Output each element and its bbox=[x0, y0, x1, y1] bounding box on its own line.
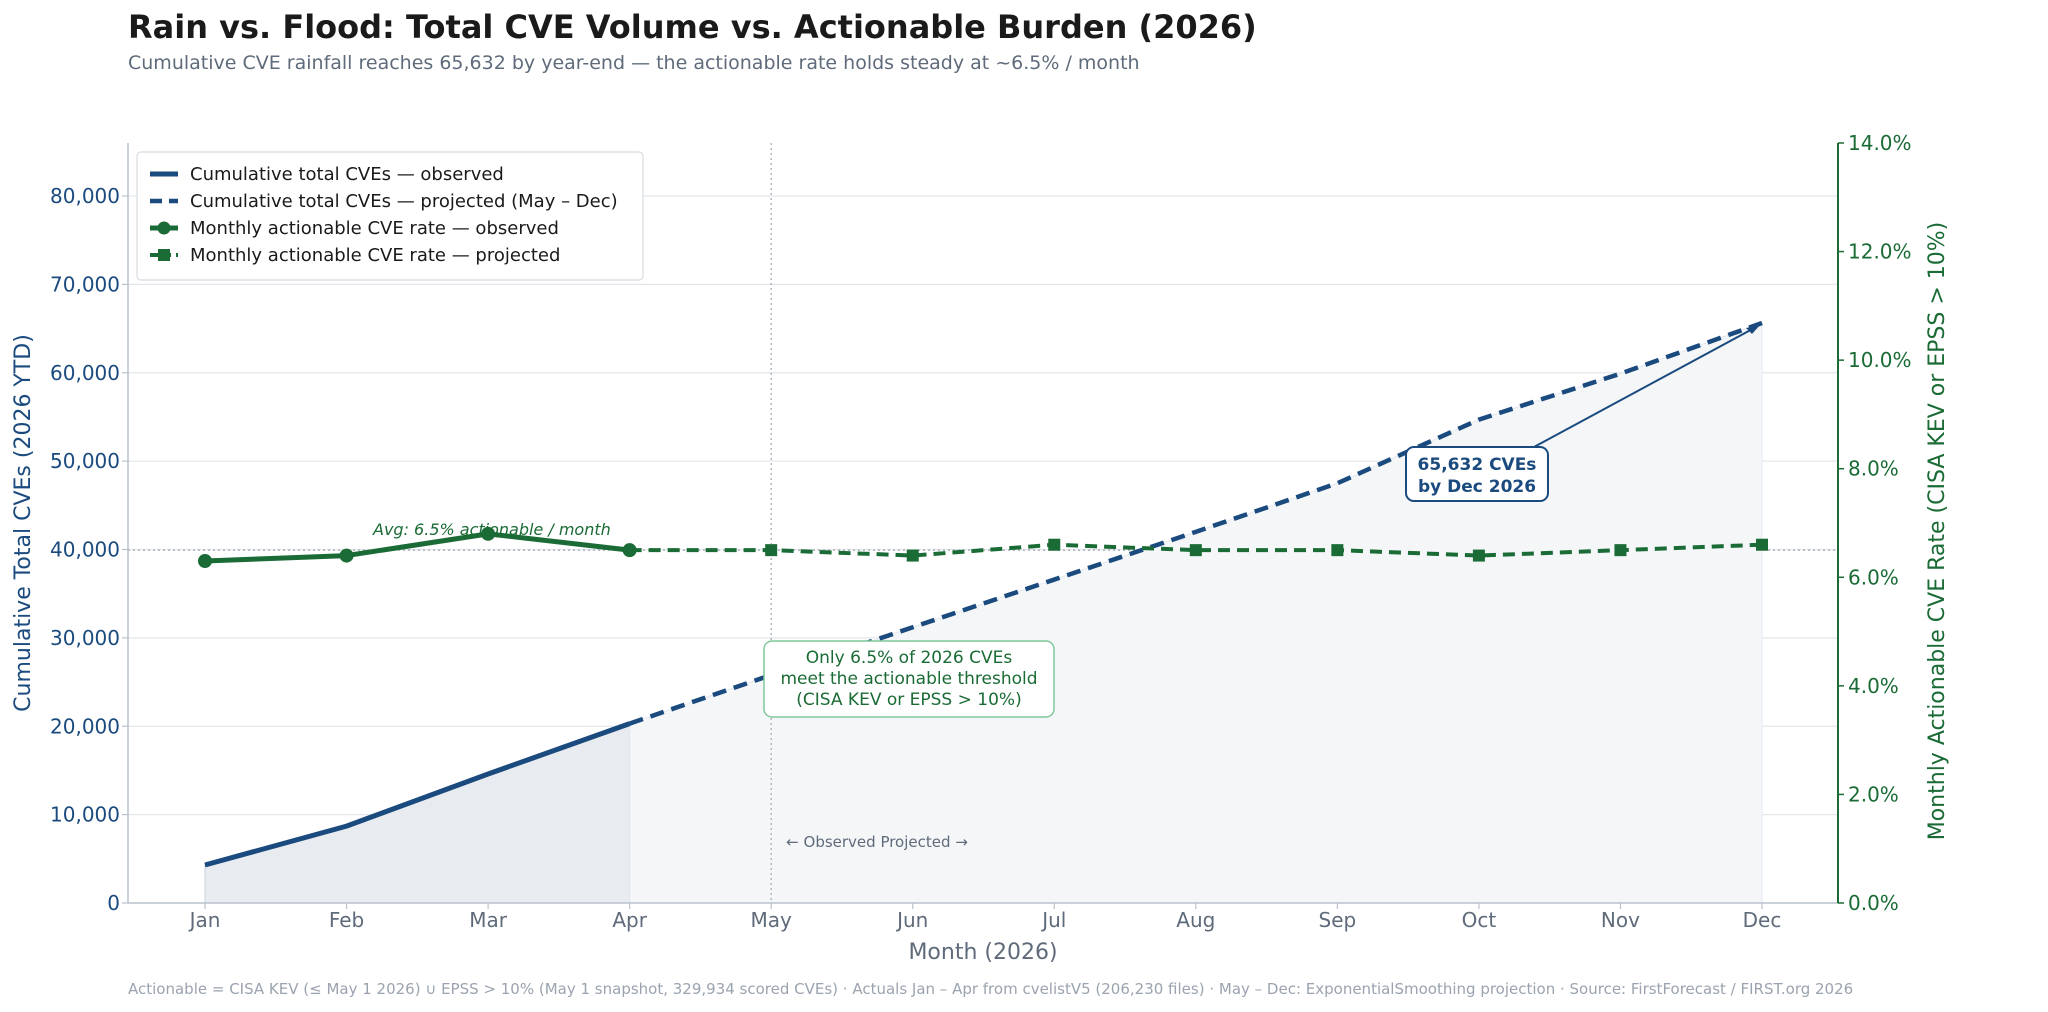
left-tick-label: 60,000 bbox=[50, 361, 120, 385]
rate-projected-point bbox=[1048, 538, 1061, 551]
rate-projected-point bbox=[1472, 549, 1485, 562]
right-axis-title: Monthly Actionable CVE Rate (CISA KEV or… bbox=[1925, 222, 1950, 841]
x-tick-label: May bbox=[751, 908, 793, 932]
total-annotation-text: 65,632 CVEs bbox=[1418, 455, 1537, 475]
rate-projected-point bbox=[1614, 544, 1627, 557]
share-annotation-text: (CISA KEV or EPSS > 10%) bbox=[796, 690, 1021, 710]
axes bbox=[127, 143, 1839, 904]
share-annotation-text: Only 6.5% of 2026 CVEs bbox=[806, 648, 1013, 668]
projected-area-fill bbox=[629, 322, 1763, 904]
right-tick-label: 2.0% bbox=[1848, 782, 1899, 806]
rate-observed-line bbox=[204, 531, 630, 564]
total-annotation-arrow bbox=[1533, 325, 1759, 448]
left-tick-label: 80,000 bbox=[50, 184, 120, 208]
right-tick-label: 0.0% bbox=[1848, 891, 1899, 915]
rate-projected-point bbox=[1756, 538, 1768, 551]
left-tick-label: 10,000 bbox=[50, 803, 120, 827]
rate-projected-point bbox=[1331, 544, 1344, 557]
x-tick-label: Oct bbox=[1462, 908, 1497, 932]
rate-observed-point bbox=[481, 526, 496, 541]
right-tick-label: 8.0% bbox=[1848, 457, 1899, 481]
footer-note: Actionable = CISA KEV (≤ May 1 2026) ∪ E… bbox=[128, 980, 1854, 998]
left-axis-title: Cumulative Total CVEs (2026 YTD) bbox=[11, 334, 36, 712]
legend-marker bbox=[158, 249, 170, 261]
observed-area-fill bbox=[204, 722, 631, 904]
rate-observed-point bbox=[622, 543, 637, 558]
x-tick-label: Jan bbox=[188, 908, 221, 932]
left-tick-label: 70,000 bbox=[50, 272, 120, 296]
share-annotation-box bbox=[763, 640, 1055, 718]
rate-projected-point bbox=[1189, 544, 1202, 557]
cumulative-observed-line bbox=[204, 721, 631, 868]
observed-projected-divider: ← Observed Projected → bbox=[770, 143, 968, 903]
tick-labels: 0 10,000 20,000 30,000 40,000 50,000 60,000 70,… bbox=[11, 131, 1950, 965]
x-tick-label: Nov bbox=[1601, 908, 1640, 932]
annotations: Avg: 6.5% actionable / month 65,632 CVEsb… bbox=[372, 324, 1760, 718]
chart-title: Rain vs. Flood: Total CVE Volume vs. Act… bbox=[128, 8, 1257, 46]
rate-observed-point bbox=[339, 548, 354, 563]
x-tick-label: Sep bbox=[1319, 908, 1357, 932]
share-annotation-text: meet the actionable threshold bbox=[780, 669, 1037, 689]
legend-label: Monthly actionable CVE rate — observed bbox=[190, 218, 559, 239]
left-tick-label: 0 bbox=[107, 891, 120, 915]
rate-observed-point bbox=[198, 554, 212, 568]
x-tick-label: Aug bbox=[1176, 908, 1215, 932]
legend-label: Cumulative total CVEs — projected (May –… bbox=[190, 191, 618, 212]
legend-marker bbox=[157, 221, 171, 235]
right-tick-label: 12.0% bbox=[1848, 240, 1912, 264]
average-label: Avg: 6.5% actionable / month bbox=[372, 520, 611, 539]
legend-label: Monthly actionable CVE rate — projected bbox=[190, 245, 560, 266]
divider-label: ← Observed Projected → bbox=[786, 833, 968, 851]
right-tick-label: 4.0% bbox=[1848, 674, 1899, 698]
legend-box bbox=[136, 151, 644, 281]
rate-projected-point bbox=[906, 549, 919, 562]
x-tick-label: Feb bbox=[329, 908, 364, 932]
total-annotation-arrowhead bbox=[1746, 324, 1760, 334]
right-tick-label: 10.0% bbox=[1848, 348, 1912, 372]
x-tick-label: Jun bbox=[895, 908, 928, 932]
x-axis-title: Month (2026) bbox=[908, 940, 1057, 965]
rate-projected-point bbox=[765, 544, 778, 557]
legend: Cumulative total CVEs — observed Cumulati… bbox=[136, 151, 644, 281]
left-tick-label: 20,000 bbox=[50, 714, 120, 738]
total-annotation-box bbox=[1405, 446, 1549, 502]
chart-subtitle: Cumulative CVE rainfall reaches 65,632 b… bbox=[128, 52, 1140, 74]
x-tick-label: Jul bbox=[1040, 908, 1066, 932]
x-tick-label: Apr bbox=[612, 908, 647, 932]
x-tick-label: Dec bbox=[1743, 908, 1782, 932]
right-tick-label: 14.0% bbox=[1848, 131, 1912, 155]
right-tick-label: 6.0% bbox=[1848, 565, 1899, 589]
total-annotation-text: by Dec 2026 bbox=[1418, 477, 1536, 497]
x-tick-label: Mar bbox=[469, 908, 508, 932]
left-tick-label: 50,000 bbox=[50, 449, 120, 473]
legend-label: Cumulative total CVEs — observed bbox=[190, 164, 504, 185]
left-tick-label: 40,000 bbox=[50, 538, 120, 562]
area-fills bbox=[204, 322, 1763, 904]
left-tick-label: 30,000 bbox=[50, 626, 120, 650]
